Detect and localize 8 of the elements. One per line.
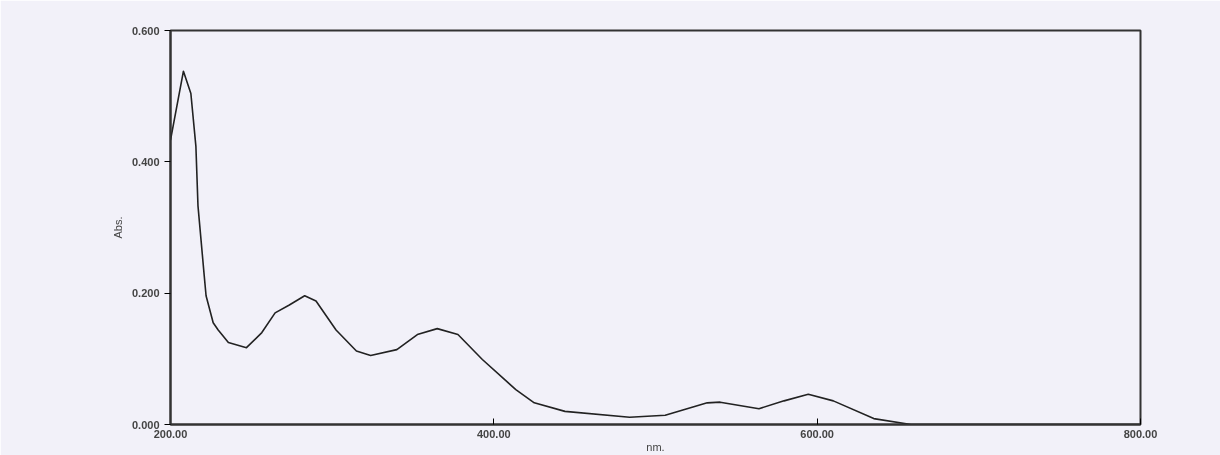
x-tick-label: 800.00 — [1123, 427, 1158, 440]
x-tick-label: 600.00 — [800, 427, 834, 440]
y-tick-label: 0.600 — [131, 24, 160, 37]
y-tick-label: 0.400 — [131, 155, 160, 168]
x-axis-title: nm. — [646, 440, 665, 453]
y-axis-title: Abs. — [111, 216, 124, 239]
y-tick-label: 0.200 — [131, 287, 160, 300]
x-tick-label: 400.00 — [477, 427, 511, 440]
